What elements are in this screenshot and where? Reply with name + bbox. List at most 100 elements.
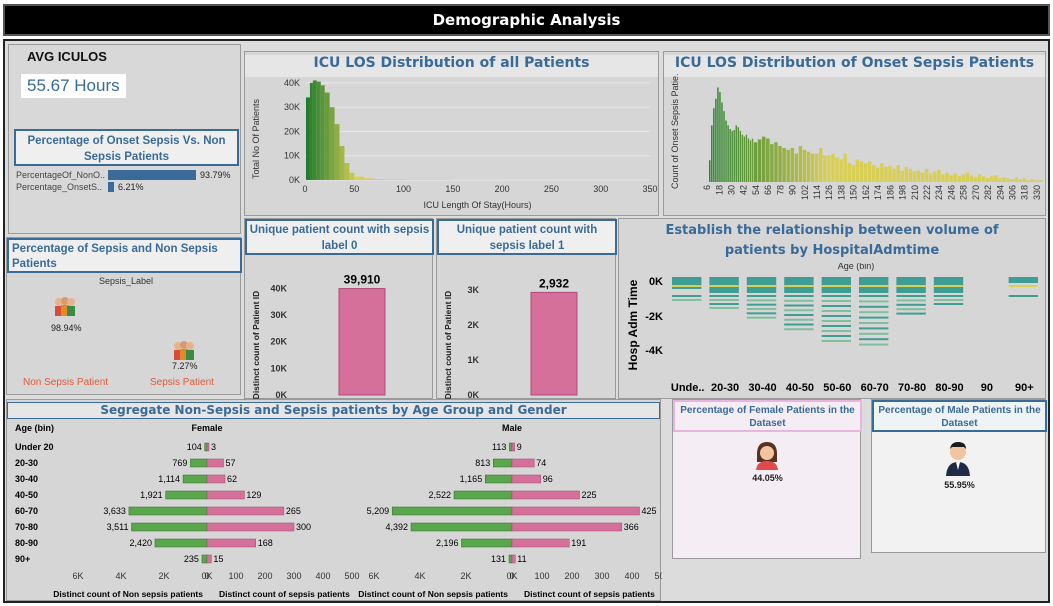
heat-stripe-5-1 (859, 300, 889, 303)
pct-onset-row-2-label: Percentage_OnsetS.. (16, 182, 103, 192)
non-sepsis-label: 131 (491, 554, 506, 564)
sepsis-label: 168 (258, 538, 273, 548)
hosp-adm-chart: Age (bin) Hosp Adm Time 0K -2K -4K Unde.. 20-3… (626, 263, 1038, 394)
heat-block-0 (672, 277, 702, 289)
sepsis-pct: 7.27% (172, 361, 198, 371)
bar-78 (981, 176, 986, 182)
x-tick-label: 60-70 (861, 382, 889, 394)
sepsis-label: 191 (571, 538, 586, 548)
bar-14 (737, 127, 739, 182)
x-tick-label: 50 (349, 184, 359, 194)
dashboard-title: Demographic Analysis (3, 4, 1050, 36)
heat-stripe-2-1 (746, 299, 777, 302)
non-sepsis-bar (128, 506, 208, 516)
sepsis-bar (511, 442, 515, 452)
sepsis-bar (511, 538, 570, 548)
bar-92 (1038, 180, 1043, 182)
unique-label1-title: Unique patient count with sepsis label 1 (437, 219, 617, 255)
bar-45 (847, 163, 851, 182)
sepsis-bar (511, 554, 516, 564)
x-tick-label: 200 (257, 571, 272, 581)
x-tick-label: 90 (981, 382, 993, 394)
x-tick-label: 100 (396, 184, 411, 194)
non-sepsis-label: 113 (492, 442, 506, 452)
heat-stripe-3-5 (784, 318, 814, 321)
sepsis-label: 129 (246, 490, 261, 500)
female-pct-value: 44.05% (752, 473, 783, 483)
x-tick-label: 246 (946, 185, 956, 200)
unique-label1-panel: Unique patient count with sepsis label 1… (436, 218, 617, 400)
x-tick-label: 2K (460, 571, 471, 581)
heat-stripe-2-2 (746, 303, 777, 306)
y-tick-label: 0K (467, 390, 479, 400)
x-axis-label-sep: Distinct count of sepsis patients (219, 589, 350, 599)
y-tick-label: -2K (645, 311, 663, 323)
heat-accent-6 (896, 285, 926, 287)
sepsis-label: 225 (582, 490, 597, 500)
non-sepsis-label: 2,420 (129, 538, 152, 548)
area-bar-7 (334, 124, 340, 180)
sepsis-bar (511, 506, 640, 516)
bar-42 (835, 157, 839, 182)
y-tick-label: 0K (275, 390, 287, 400)
heat-stripe-0-1 (672, 299, 702, 301)
gender-header: Female (191, 423, 222, 433)
icu-los-onset-panel: ICU LOS Distribution of Onset Sepsis Pat… (663, 51, 1046, 216)
non-sepsis-bar (493, 458, 513, 468)
bar-35 (806, 151, 811, 182)
bar-57 (896, 164, 900, 182)
row-header: Age (bin) (15, 423, 54, 433)
non-sepsis-patients-icon (55, 297, 75, 316)
sepsis-bar (206, 458, 224, 468)
pct-onset-row-1: PercentageOf_NonO.. 93.79% (16, 169, 242, 181)
bar-0 (709, 160, 711, 182)
bar-63 (920, 172, 925, 182)
bar-55 (888, 165, 892, 182)
non-sepsis-bar (508, 554, 513, 564)
x-tick-label: 282 (983, 185, 993, 200)
x-tick-label: 150 (849, 185, 859, 200)
bar-29 (782, 147, 786, 182)
icu-los-all-title: ICU LOS Distribution of all Patients (245, 55, 658, 77)
avg-iculos-value: 55.67 Hours (21, 74, 126, 98)
age-row-label: 20-30 (15, 458, 38, 468)
bar-71 (953, 173, 957, 182)
bar-65 (928, 173, 933, 182)
bar-74 (965, 172, 970, 182)
age-row-label: Under 20 (15, 442, 54, 452)
non-sepsis-label: 1,165 (460, 474, 483, 484)
bar-20 (749, 140, 752, 182)
bar-58 (900, 170, 904, 182)
non-sepsis-label: 3,511 (107, 522, 129, 532)
bar-73 (961, 174, 966, 182)
age-gender-chart: Age (bin) Under 20 20-30 30-40 40-50 60-70 70-… (15, 423, 662, 599)
x-axis-label-sep: Distinct count of sepsis patients (524, 589, 655, 599)
icu-los-all-chart: 0K 10K 20K 30K 40K 0 50 100 150 200 250 300 350 ICU L… (251, 78, 658, 210)
bar-37 (814, 153, 819, 182)
bar-3 (715, 98, 717, 182)
sepsis-label: 57 (226, 458, 236, 468)
x-tick-label: 222 (922, 185, 932, 200)
x-tick-label: 250 (544, 184, 559, 194)
heat-stripe-5-3 (859, 311, 889, 314)
x-tick-label: 200 (495, 184, 510, 194)
area-bar-1 (309, 82, 313, 180)
area-bar-8 (339, 146, 345, 180)
x-tick-label: 186 (885, 185, 895, 200)
heat-stripe-6-2 (896, 303, 926, 306)
bar-34 (802, 149, 807, 182)
bar-30 (786, 149, 790, 182)
bar-10 (729, 129, 731, 182)
non-sepsis-label: 1,114 (158, 474, 180, 484)
x-tick-label: 42 (739, 185, 749, 195)
heat-stripe-3-7 (784, 328, 814, 331)
sepsis-bar (511, 522, 623, 532)
bar-76 (973, 177, 978, 182)
y-axis-label: Total No Of Patients (251, 98, 261, 179)
non-sepsis-label: 104 (187, 442, 202, 452)
bar-77 (977, 174, 982, 182)
non-sepsis-label: Non Sepsis Patient (23, 377, 109, 388)
bar-40 (827, 155, 831, 182)
x-tick-label: 114 (812, 185, 822, 199)
sepsis-label: 425 (642, 506, 657, 516)
